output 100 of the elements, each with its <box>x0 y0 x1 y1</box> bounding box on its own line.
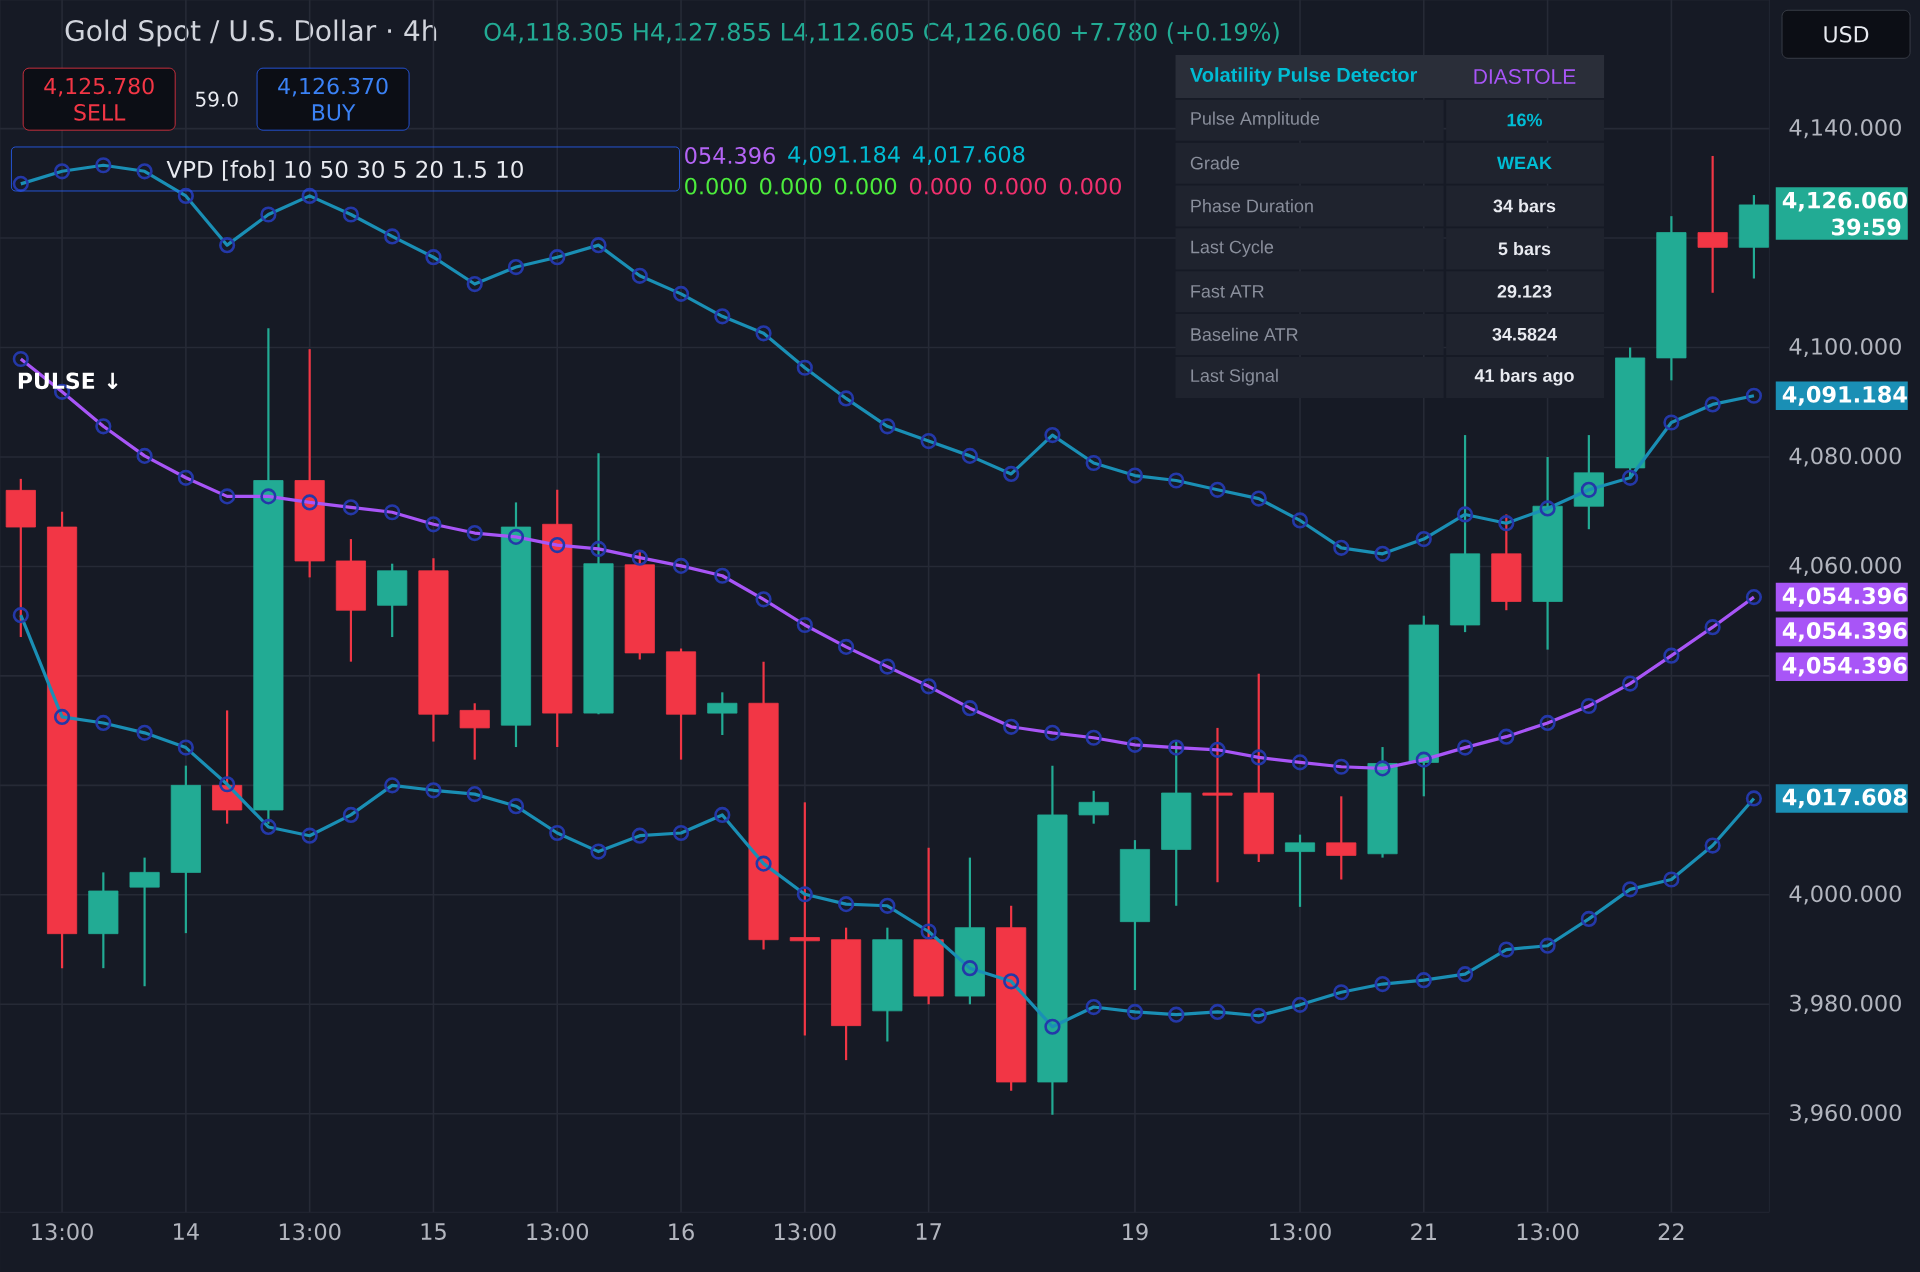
point <box>1250 749 1267 766</box>
annotation: 29.123 <box>1497 284 1552 298</box>
candlestick <box>129 856 160 988</box>
x-tick-label: 17 <box>916 1223 941 1240</box>
annotation: 4,126.370 <box>278 77 388 97</box>
point <box>920 432 937 450</box>
point <box>466 785 483 803</box>
point <box>961 447 978 464</box>
point <box>425 248 442 266</box>
point <box>260 206 277 223</box>
point <box>796 886 813 903</box>
point <box>53 163 71 180</box>
point <box>1622 675 1639 692</box>
point <box>838 895 855 913</box>
point <box>507 797 525 815</box>
point <box>961 699 978 717</box>
point <box>136 163 153 180</box>
point <box>755 591 772 608</box>
point <box>12 350 29 367</box>
point <box>838 638 855 655</box>
point <box>219 776 236 793</box>
point <box>1168 472 1185 489</box>
point <box>507 528 525 545</box>
point <box>301 494 318 511</box>
point <box>95 418 112 435</box>
point <box>549 536 566 554</box>
annotation: 16% <box>1507 113 1543 127</box>
annotation: 4,091.184 <box>788 145 900 165</box>
annotation: 59.0 <box>196 91 238 107</box>
point <box>53 708 71 725</box>
point <box>1704 618 1721 636</box>
point <box>12 606 29 624</box>
point <box>1498 728 1515 745</box>
point <box>1291 512 1309 529</box>
candlestick <box>789 801 820 1037</box>
point <box>1209 1003 1226 1020</box>
point <box>1663 647 1680 664</box>
point <box>260 818 277 835</box>
point <box>1539 937 1556 954</box>
candlestick <box>1284 833 1316 908</box>
point <box>1333 984 1350 1001</box>
point <box>1291 754 1309 771</box>
point <box>1209 741 1226 758</box>
annotation: 0.000 <box>984 177 1047 195</box>
annotation: Fast ATR <box>1191 285 1264 298</box>
x-tick-label: 13:00 <box>1517 1223 1579 1241</box>
point <box>590 540 607 557</box>
point <box>219 488 236 505</box>
point <box>1415 972 1432 989</box>
annotation: 0.000 <box>685 177 747 195</box>
y-tick-label: 4,000.000 <box>1789 885 1901 905</box>
point <box>714 806 731 823</box>
text: 4,017.608 <box>1782 788 1907 809</box>
point <box>1580 481 1597 498</box>
annotation: 0.000 <box>909 177 972 195</box>
annotation: BUY <box>312 104 356 121</box>
point <box>1126 1003 1144 1020</box>
point <box>1498 514 1515 532</box>
point <box>1663 414 1680 431</box>
point <box>1456 506 1474 523</box>
point <box>342 806 360 823</box>
point <box>1085 998 1102 1016</box>
annotation: 0.000 <box>760 177 822 195</box>
point <box>1168 739 1185 756</box>
point <box>384 777 401 794</box>
y-tick-label: 4,100.000 <box>1789 337 1901 358</box>
point <box>672 824 690 841</box>
point <box>714 567 731 584</box>
point <box>920 678 937 695</box>
point <box>1704 837 1721 854</box>
point <box>136 724 153 741</box>
text: Volatility Pulse Detector <box>1190 67 1418 86</box>
annotation: 0.000 <box>1059 177 1121 195</box>
annotation: DIASTOLE <box>1474 68 1576 84</box>
annotation: VPD [fob] 10 50 30 5 20 1.5 10 <box>166 160 523 181</box>
point <box>879 418 896 435</box>
point <box>1539 500 1556 517</box>
text: 39:59 <box>1831 218 1901 236</box>
point <box>1539 714 1556 731</box>
point <box>1003 718 1020 735</box>
x-tick-label: 21 <box>1411 1223 1436 1240</box>
point <box>1003 973 1020 990</box>
point <box>631 267 648 284</box>
annotation: Baseline ATR <box>1191 327 1298 341</box>
point <box>95 157 112 174</box>
point <box>1003 465 1020 482</box>
text: 4,054.396 <box>1782 587 1907 607</box>
point <box>549 824 566 841</box>
point <box>1044 1018 1061 1035</box>
point <box>1745 387 1763 404</box>
point <box>1374 760 1391 777</box>
annotation: 34 bars <box>1493 198 1556 213</box>
annotation: 054.396 <box>685 146 775 164</box>
point <box>466 524 483 542</box>
point <box>95 714 112 731</box>
point <box>466 275 483 293</box>
point <box>714 308 731 325</box>
annotation: 0.000 <box>835 177 897 195</box>
candlestick <box>1202 726 1233 884</box>
point <box>260 488 277 505</box>
